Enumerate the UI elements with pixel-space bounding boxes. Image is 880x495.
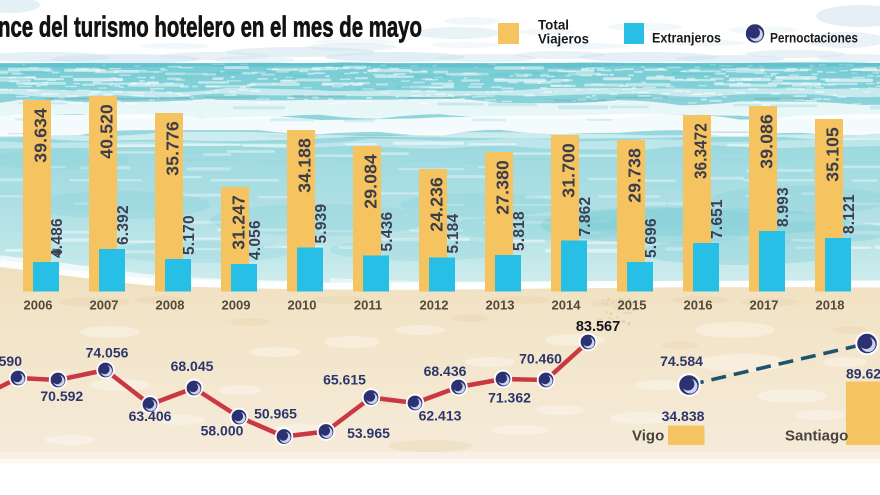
svg-text:71.362: 71.362: [488, 390, 531, 406]
svg-text:39.634: 39.634: [31, 108, 51, 163]
svg-text:62.413: 62.413: [419, 408, 462, 424]
svg-text:40.520: 40.520: [97, 104, 117, 159]
svg-text:35.776: 35.776: [163, 121, 183, 176]
svg-text:8.993: 8.993: [775, 187, 792, 227]
svg-text:58.000: 58.000: [201, 423, 244, 439]
svg-text:29.738: 29.738: [625, 148, 645, 203]
svg-text:74.584: 74.584: [660, 353, 703, 369]
svg-text:2006: 2006: [24, 298, 53, 313]
svg-text:5.170: 5.170: [181, 215, 198, 255]
svg-text:7.651: 7.651: [709, 199, 726, 239]
svg-text:89.62: 89.62: [846, 366, 880, 382]
svg-text:31.247: 31.247: [229, 195, 249, 250]
svg-text:Pernoctaciones: Pernoctaciones: [770, 31, 858, 46]
svg-text:68.045: 68.045: [171, 358, 214, 374]
svg-text:Total: Total: [538, 18, 569, 33]
svg-text:5.939: 5.939: [313, 204, 330, 244]
svg-text:8.121: 8.121: [841, 194, 858, 234]
svg-text:2015: 2015: [618, 298, 647, 313]
svg-text:65.615: 65.615: [323, 372, 366, 388]
svg-text:34.838: 34.838: [662, 408, 705, 424]
svg-text:2008: 2008: [156, 298, 185, 313]
svg-text:70.592: 70.592: [40, 388, 83, 404]
svg-text:2012: 2012: [420, 298, 449, 313]
svg-text:63.406: 63.406: [129, 408, 172, 424]
svg-text:5.436: 5.436: [379, 212, 396, 252]
svg-text:6.392: 6.392: [115, 205, 132, 245]
svg-text:24.236: 24.236: [427, 177, 447, 232]
svg-text:2011: 2011: [354, 298, 382, 313]
svg-text:2016: 2016: [684, 298, 713, 313]
svg-text:Vigo: Vigo: [632, 428, 664, 445]
svg-text:2009: 2009: [222, 298, 251, 313]
svg-text:Extranjeros: Extranjeros: [652, 31, 721, 46]
svg-text:590: 590: [0, 353, 22, 369]
svg-text:50.965: 50.965: [254, 406, 297, 422]
svg-text:2017: 2017: [750, 298, 779, 313]
svg-text:Santiago: Santiago: [785, 428, 848, 445]
svg-text:7.862: 7.862: [577, 197, 594, 237]
svg-text:2014: 2014: [552, 298, 582, 313]
svg-text:68.436: 68.436: [424, 363, 467, 379]
svg-text:5.696: 5.696: [643, 218, 660, 258]
svg-text:35.105: 35.105: [823, 127, 843, 182]
svg-text:29.084: 29.084: [361, 154, 381, 209]
svg-text:74.056: 74.056: [86, 345, 129, 361]
svg-text:2010: 2010: [288, 298, 317, 313]
svg-text:5.818: 5.818: [511, 211, 528, 251]
svg-text:2007: 2007: [90, 298, 119, 313]
svg-text:5.184: 5.184: [445, 214, 462, 254]
svg-text:83.567: 83.567: [576, 319, 620, 335]
svg-text:27.380: 27.380: [493, 160, 513, 215]
svg-text:53.965: 53.965: [347, 425, 390, 441]
svg-text:34.188: 34.188: [295, 138, 315, 193]
svg-text:31.700: 31.700: [559, 143, 579, 198]
svg-text:2013: 2013: [486, 298, 515, 313]
svg-text:39.086: 39.086: [757, 114, 777, 169]
svg-text:2018: 2018: [816, 298, 845, 313]
svg-text:Viajeros: Viajeros: [538, 32, 589, 47]
svg-text:70.460: 70.460: [519, 351, 562, 367]
svg-text:4.486: 4.486: [49, 218, 66, 258]
svg-text:36.3472: 36.3472: [691, 123, 711, 179]
svg-text:4.056: 4.056: [247, 220, 264, 260]
svg-text:nce del turismo hotelero en el: nce del turismo hotelero en el mes de ma…: [0, 12, 422, 44]
